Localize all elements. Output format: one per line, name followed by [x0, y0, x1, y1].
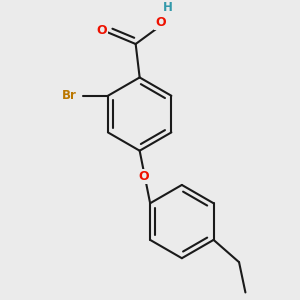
Text: H: H [163, 1, 172, 14]
Text: O: O [96, 24, 107, 37]
Text: O: O [138, 170, 148, 184]
Text: O: O [155, 16, 166, 29]
Text: Br: Br [62, 89, 77, 102]
